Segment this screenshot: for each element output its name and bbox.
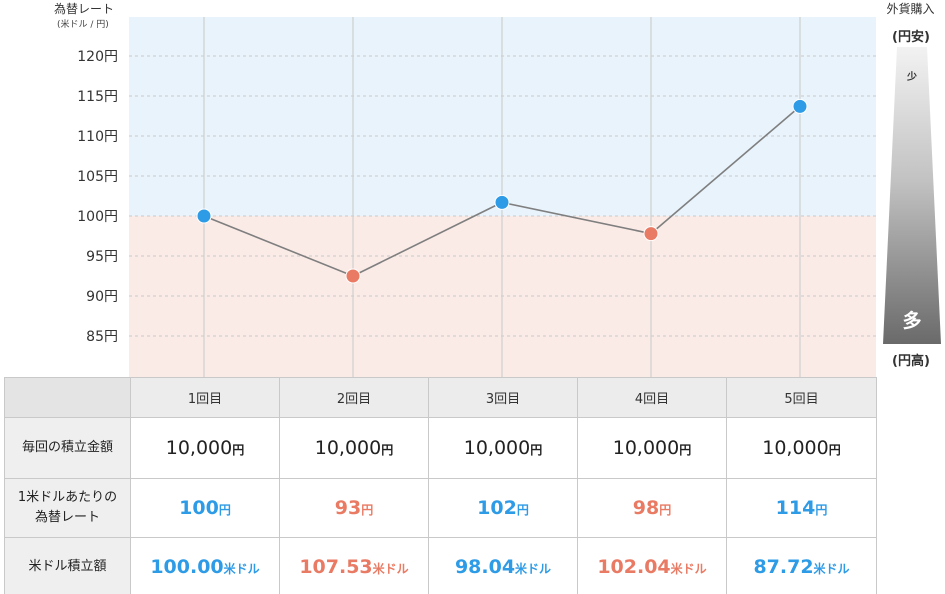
gauge-bottom-label: (円高)	[892, 354, 930, 369]
table-header-row: 1回目 2回目 3回目 4回目 5回目	[4, 377, 877, 418]
cell-value: 87.72	[753, 555, 814, 578]
cell-unit: 円	[516, 503, 529, 517]
cell-unit: 円	[530, 443, 543, 457]
y-tick-label: 85円	[86, 329, 118, 345]
cell-value: 102	[477, 497, 517, 519]
table-cell: 10,000円	[279, 417, 429, 479]
row-label-rate: 1米ドルあたりの 為替レート	[4, 478, 131, 538]
exchange-rate-chart: 120円 115円 110円 105円 100円 95円 90円 85円	[77, 17, 876, 377]
cell-unit: 米ドル	[223, 561, 260, 576]
cell-value: 10,000	[762, 437, 829, 459]
table-header-5: 5回目	[726, 377, 877, 418]
table-header-2: 2回目	[279, 377, 429, 418]
cell-value: 100	[179, 497, 219, 519]
table-cell: 100円	[130, 478, 280, 538]
table-cell: 102.04米ドル	[577, 537, 727, 594]
y-tick-label: 100円	[77, 209, 118, 225]
table-corner-cell	[4, 377, 131, 418]
cell-value: 10,000	[463, 437, 531, 459]
cell-unit: 米ドル	[515, 561, 552, 576]
gauge-top-label: (円安)	[892, 30, 930, 45]
table-cell: 10,000円	[726, 417, 877, 479]
row-label-rate-line2: 為替レート	[34, 510, 100, 525]
cell-unit: 円	[232, 443, 245, 457]
table-cell: 87.72米ドル	[726, 537, 877, 594]
data-point	[792, 98, 808, 114]
cell-value: 107.53	[299, 555, 373, 578]
purchase-amount-gauge: 少 多	[883, 47, 941, 344]
table-cell: 100.00米ドル	[130, 537, 280, 594]
gauge-title: 外貨購入	[886, 2, 935, 16]
table-cell: 114円	[726, 478, 877, 538]
table-row: 米ドル積立額 100.00米ドル 107.53米ドル 98.04米ドル 102.…	[4, 537, 877, 594]
gauge-low-label: 少	[906, 70, 917, 83]
table-header-1: 1回目	[130, 377, 280, 418]
cell-value: 10,000	[165, 437, 233, 459]
table-cell: 107.53米ドル	[279, 537, 429, 594]
table-cell: 10,000円	[130, 417, 280, 479]
data-point	[494, 194, 510, 210]
cell-unit: 米ドル	[813, 561, 850, 576]
table-cell: 93円	[279, 478, 429, 538]
table-row: 毎回の積立金額 10,000円 10,000円 10,000円 10,000円 …	[4, 417, 877, 479]
series-points	[196, 98, 808, 284]
cell-unit: 円	[361, 503, 374, 517]
table-cell: 10,000円	[577, 417, 727, 479]
table-header-4: 4回目	[577, 377, 727, 418]
table-cell: 10,000円	[428, 417, 578, 479]
cell-value: 10,000	[612, 437, 680, 459]
cell-unit: 円	[679, 443, 692, 457]
row-label-total: 米ドル積立額	[4, 537, 131, 594]
table-row: 1米ドルあたりの 為替レート 100円 93円 102円 98円 114円	[4, 478, 877, 538]
cell-unit: 円	[815, 503, 828, 517]
cell-unit: 円	[659, 503, 672, 517]
cell-value: 102.04	[597, 555, 671, 578]
cell-unit: 円	[218, 503, 231, 517]
y-axis-unit: (米ドル / 円)	[57, 20, 109, 30]
cell-value: 98	[632, 497, 660, 519]
gauge-high-label: 多	[902, 309, 921, 332]
cell-unit: 米ドル	[372, 561, 409, 576]
data-point	[345, 268, 361, 284]
cell-value: 98.04	[454, 555, 516, 578]
data-point	[196, 208, 212, 224]
y-axis-title: 為替レート	[54, 2, 115, 16]
row-label-rate-line1: 1米ドルあたりの	[17, 490, 118, 505]
table-cell: 102円	[428, 478, 578, 538]
cell-unit: 円	[828, 443, 841, 457]
cell-value: 93	[334, 497, 362, 519]
gauge-trapezoid	[883, 47, 941, 344]
y-axis-ticks: 120円 115円 110円 105円 100円 95円 90円 85円	[77, 49, 118, 345]
cell-value: 114	[775, 497, 816, 519]
y-tick-label: 90円	[86, 289, 118, 305]
y-tick-label: 95円	[86, 249, 118, 265]
table-cell: 98.04米ドル	[428, 537, 578, 594]
table-header-3: 3回目	[428, 377, 578, 418]
y-tick-label: 110円	[77, 129, 118, 145]
table-cell: 98円	[577, 478, 727, 538]
data-point	[643, 226, 659, 242]
y-tick-label: 120円	[77, 49, 118, 65]
cell-unit: 円	[381, 443, 394, 457]
y-tick-label: 105円	[77, 169, 118, 185]
data-table: 1回目 2回目 3回目 4回目 5回目 毎回の積立金額 10,000円 10,0…	[4, 377, 877, 594]
cell-value: 10,000	[314, 437, 382, 459]
y-tick-label: 115円	[77, 89, 118, 105]
cell-value: 100.00	[150, 555, 224, 578]
cell-unit: 米ドル	[670, 561, 707, 576]
row-label-amount: 毎回の積立金額	[4, 417, 131, 479]
